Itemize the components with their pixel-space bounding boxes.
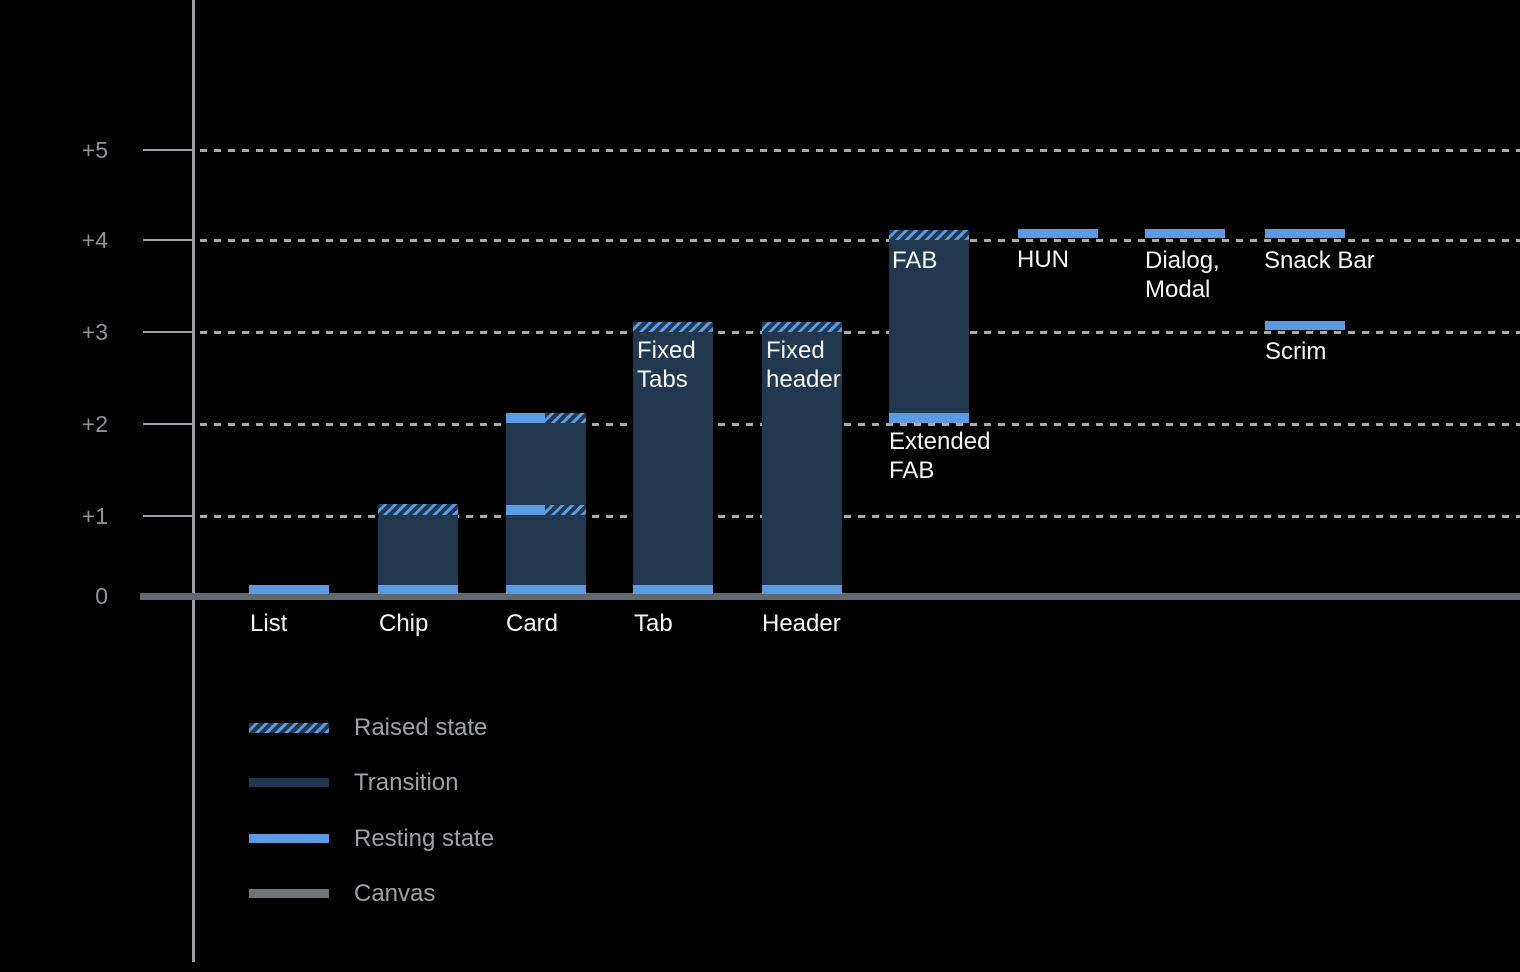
label-snack-bar: Snack Bar [1264,247,1375,274]
label-card: Card [506,610,559,637]
y-tick-label-4: +4 [81,227,108,253]
tick-plus2 [143,423,193,425]
y-tick-label-1: +1 [81,503,108,529]
label-tab: Tab [634,610,673,637]
bar-extended-fab [889,230,969,423]
card-raised-plus2 [545,413,586,423]
bar-header [762,322,842,594]
tab-raised-band [633,322,713,332]
label-extended-fab: Extended FAB [889,428,991,484]
y-tick-label-2: +2 [81,411,108,437]
tab-transition [633,332,713,585]
bar-card [506,413,586,594]
chip-resting-band [378,585,458,594]
annotation-fixed-header: Fixed header [766,337,841,393]
label-hun: HUN [1017,246,1069,273]
legend-label-transition: Transition [354,769,459,796]
canvas-baseline [140,593,1520,600]
label-dialog-modal: Dialog, Modal [1145,247,1220,303]
bar-list [249,585,329,594]
gridline-plus1 [200,515,1520,518]
legend-label-resting-state: Resting state [354,825,495,852]
y-axis-line [192,0,195,962]
label-chip: Chip [379,610,429,637]
extended-fab-raised-band [889,230,969,240]
bar-tab [633,322,713,594]
card-resting-plus2 [506,413,545,423]
y-tick-label-0: 0 [95,583,108,609]
bar-scrim [1265,321,1345,330]
y-tick-label-3: +3 [81,319,108,345]
chip-raised-band [378,504,458,515]
chip-transition [378,515,458,585]
annotation-fixed-tabs: Fixed Tabs [637,337,696,393]
legend-row-transition: Transition [249,767,458,798]
gridline-plus3 [200,331,1520,334]
card-transition-lower [506,515,586,585]
legend-swatch-canvas [249,889,329,898]
gridline-plus2 [200,423,1520,426]
extended-fab-resting-band [889,413,969,423]
legend-swatch-resting-state [249,834,329,843]
header-transition [762,332,842,585]
tick-plus5 [143,149,193,151]
y-tick-label-5: +5 [81,137,108,163]
header-resting-band [762,585,842,594]
bar-hun [1018,229,1098,238]
label-list: List [250,610,288,637]
tick-plus1 [143,515,193,517]
header-raised-band [762,322,842,332]
legend-swatch-raised-state [249,722,329,733]
tick-plus3 [143,331,193,333]
extended-fab-transition [889,240,969,413]
card-band-plus1 [506,505,586,515]
card-band-plus2 [506,413,586,423]
card-resting-plus1 [506,505,545,515]
legend-label-canvas: Canvas [354,880,436,907]
legend-row-resting: Resting state [249,823,494,854]
bar-snack-bar [1265,229,1345,238]
legend-swatch-transition [249,778,329,787]
bar-chip [378,504,458,594]
gridline-plus5 [200,149,1520,152]
legend-row-raised: Raised state [249,712,487,743]
gridline-plus4 [200,239,1520,242]
card-resting-band [506,585,586,594]
label-scrim: Scrim [1265,338,1327,365]
legend-row-canvas: Canvas [249,878,435,909]
annotation-fab: FAB [892,247,938,274]
legend-label-raised-state: Raised state [354,714,488,741]
card-transition-upper [506,423,586,505]
bar-dialog-modal [1145,229,1225,238]
tab-resting-band [633,585,713,594]
card-raised-plus1 [545,505,586,515]
label-header: Header [762,610,841,637]
tick-plus4 [143,239,193,241]
